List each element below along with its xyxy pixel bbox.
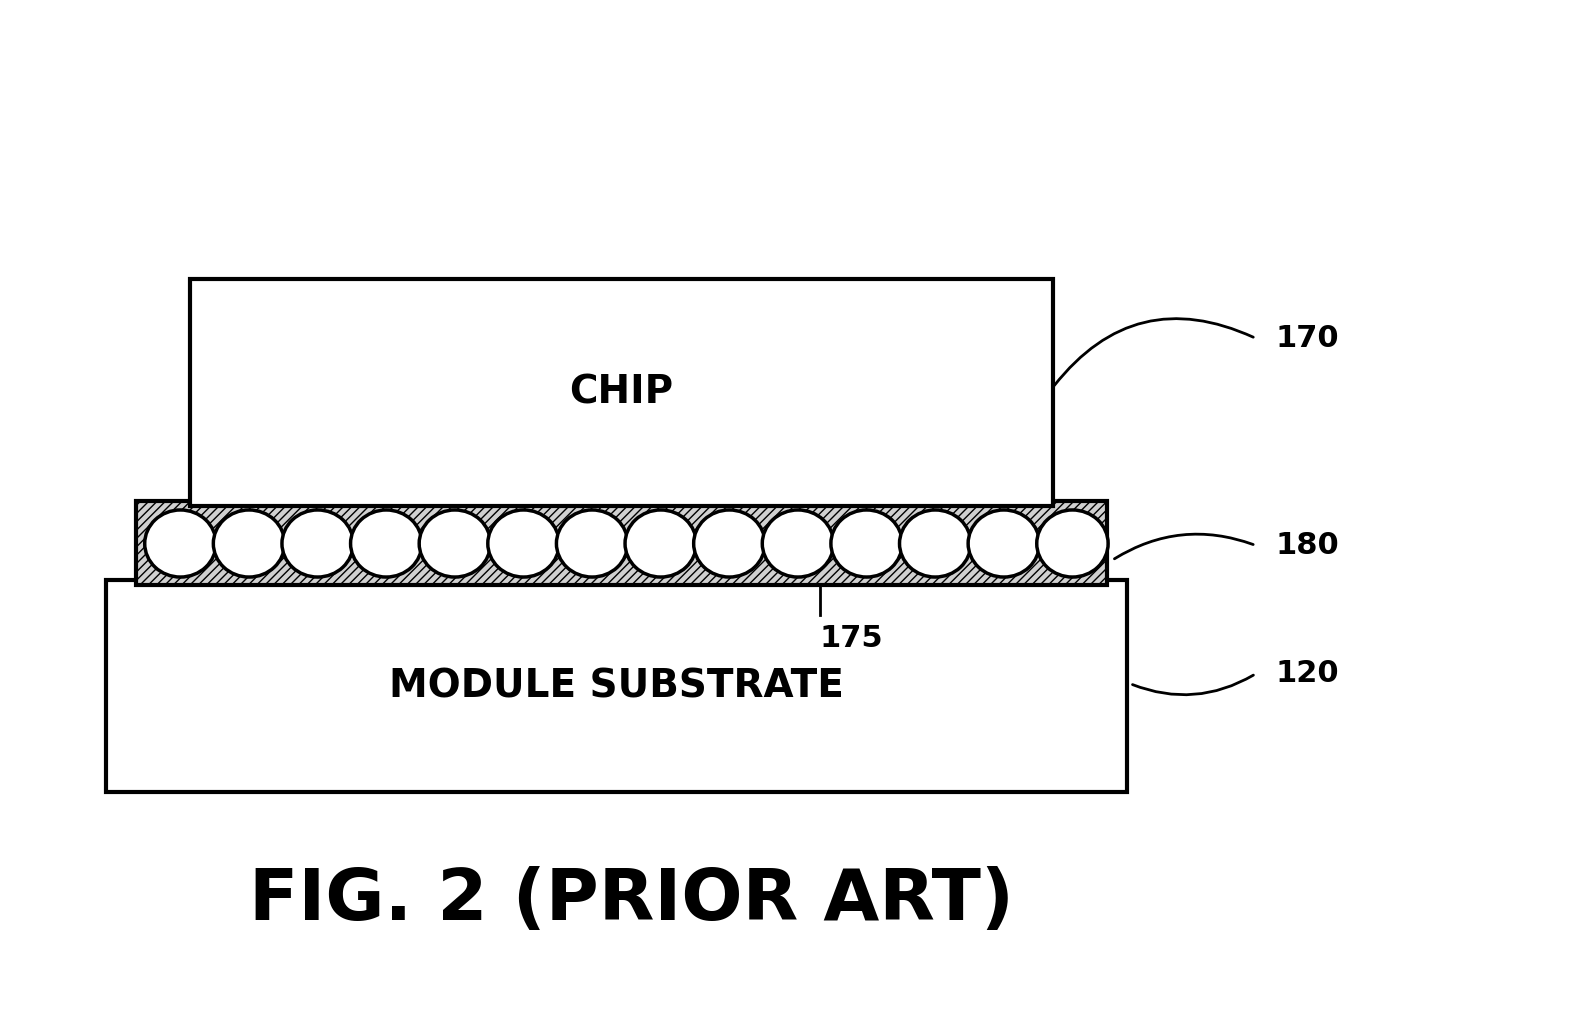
Ellipse shape — [1036, 510, 1108, 577]
Ellipse shape — [283, 510, 353, 577]
Ellipse shape — [144, 510, 217, 577]
Text: CHIP: CHIP — [570, 374, 674, 411]
Text: 175: 175 — [820, 625, 884, 653]
Ellipse shape — [556, 510, 628, 577]
Ellipse shape — [900, 510, 970, 577]
Ellipse shape — [350, 510, 422, 577]
Ellipse shape — [488, 510, 559, 577]
Ellipse shape — [419, 510, 490, 577]
Bar — [190, 279, 1052, 506]
Ellipse shape — [214, 510, 284, 577]
Ellipse shape — [763, 510, 834, 577]
Text: 120: 120 — [1275, 659, 1339, 688]
Bar — [135, 501, 1107, 585]
Ellipse shape — [625, 510, 697, 577]
Ellipse shape — [969, 510, 1039, 577]
Text: FIG. 2 (PRIOR ART): FIG. 2 (PRIOR ART) — [250, 866, 1014, 935]
Bar — [107, 580, 1127, 792]
Ellipse shape — [831, 510, 903, 577]
Text: 170: 170 — [1275, 324, 1339, 353]
Text: MODULE SUBSTRATE: MODULE SUBSTRATE — [389, 668, 845, 705]
Ellipse shape — [694, 510, 765, 577]
Text: 180: 180 — [1275, 531, 1339, 560]
